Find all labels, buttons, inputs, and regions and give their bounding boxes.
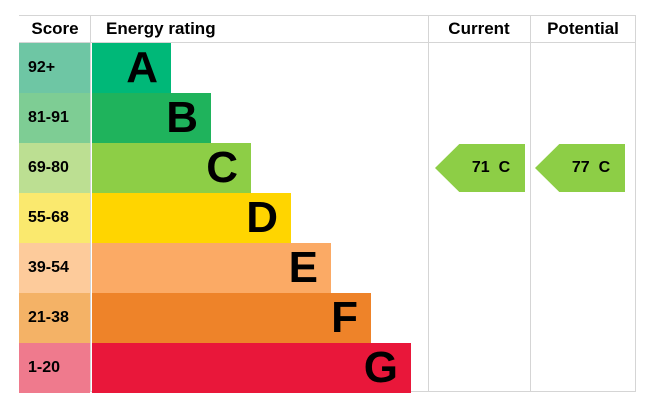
current-rating-value: 71 <box>471 159 490 176</box>
score-range-f: 21-38 <box>19 293 90 343</box>
band-row-a: 92+ A <box>19 43 636 93</box>
band-row-b: 81-91 B <box>19 93 636 143</box>
band-row-f: 21-38 F <box>19 293 636 343</box>
gridline-potential-divider <box>530 16 531 391</box>
score-range-a: 92+ <box>19 43 90 93</box>
header-current: Current <box>448 19 510 38</box>
band-bar-e: E <box>92 243 331 293</box>
score-range-d: 55-68 <box>19 193 90 243</box>
band-row-g: 1-20 G <box>19 343 636 393</box>
score-range-e: 39-54 <box>19 243 90 293</box>
band-row-d: 55-68 D <box>19 193 636 243</box>
current-rating-band: C <box>498 159 511 176</box>
potential-rating-value: 77 <box>571 159 590 176</box>
gridline-right-edge <box>635 16 636 391</box>
band-bar-c: C <box>92 143 251 193</box>
band-bar-g: G <box>92 343 411 393</box>
band-bar-b: B <box>92 93 211 143</box>
gridline-current-divider <box>428 16 429 391</box>
table-header: Score Energy rating Current Potential <box>19 16 636 43</box>
gridline-score-divider <box>90 16 91 391</box>
band-bar-f: F <box>92 293 371 343</box>
header-potential: Potential <box>547 19 619 38</box>
header-energy-rating: Energy rating <box>106 19 216 38</box>
band-row-c: 69-80 C <box>19 143 636 193</box>
epc-table: Score Energy rating Current Potential 92… <box>19 15 636 393</box>
potential-rating-band: C <box>598 159 611 176</box>
band-row-e: 39-54 E <box>19 243 636 293</box>
band-rows: 92+ A 81-91 B 69-80 C 55-68 D 39-54 E 21… <box>19 43 636 393</box>
band-bar-a: A <box>92 43 171 93</box>
score-range-b: 81-91 <box>19 93 90 143</box>
band-bar-d: D <box>92 193 291 243</box>
header-score: Score <box>31 19 79 38</box>
score-range-c: 69-80 <box>19 143 90 193</box>
score-range-g: 1-20 <box>19 343 90 393</box>
